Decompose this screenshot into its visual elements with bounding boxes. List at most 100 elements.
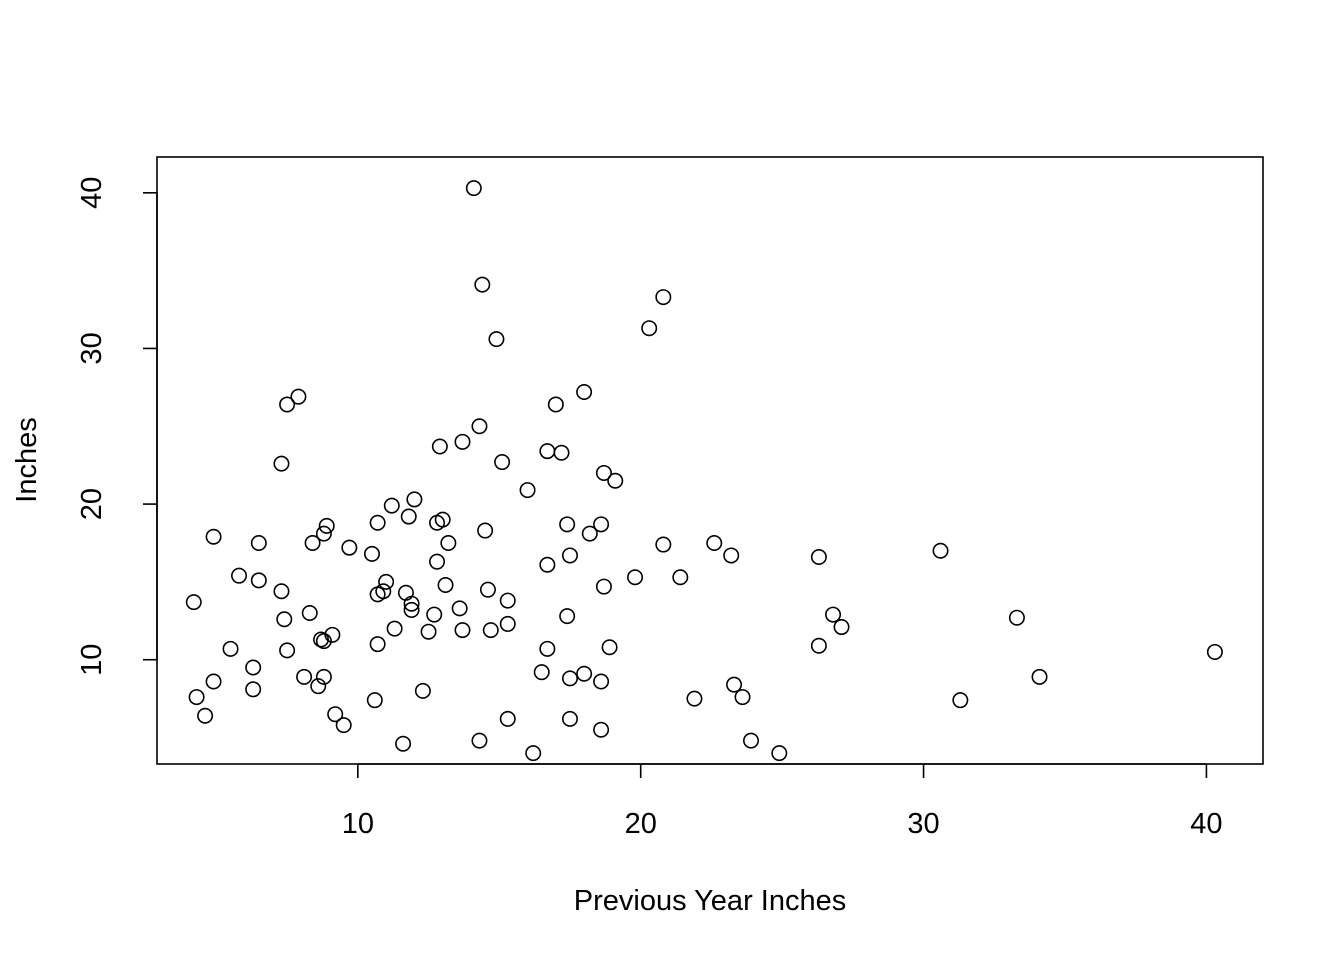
data-point <box>406 491 423 508</box>
data-point <box>655 289 672 306</box>
data-point <box>315 633 332 650</box>
y-axis: 10 20 30 40 <box>76 177 158 676</box>
data-point <box>655 536 672 553</box>
data-point <box>341 539 358 556</box>
data-point <box>723 547 740 564</box>
data-point <box>296 668 313 685</box>
data-point <box>245 659 262 676</box>
data-point <box>324 626 341 643</box>
data-point <box>539 443 556 460</box>
data-point <box>315 525 332 542</box>
data-point <box>197 707 214 724</box>
data-point <box>279 642 296 659</box>
y-tick-label: 10 <box>76 644 108 676</box>
data-point <box>318 517 335 534</box>
data-point <box>525 745 542 762</box>
data-point <box>706 534 723 551</box>
data-point <box>185 594 202 611</box>
data-point <box>363 545 380 562</box>
data-point <box>726 676 743 693</box>
data-point <box>1031 668 1048 685</box>
data-point <box>482 622 499 639</box>
data-point <box>205 528 222 545</box>
data-point <box>771 745 788 762</box>
data-point <box>327 706 344 723</box>
data-point <box>290 388 307 405</box>
data-point <box>397 584 414 601</box>
data-point <box>547 396 564 413</box>
data-point <box>474 276 491 293</box>
data-point <box>539 640 556 657</box>
data-point <box>395 735 412 752</box>
y-axis-title: Inches <box>11 417 43 502</box>
data-point <box>686 690 703 707</box>
data-point <box>420 623 437 640</box>
x-axis-title: Previous Year Inches <box>574 885 846 917</box>
data-point <box>369 586 386 603</box>
x-tick-label: 10 <box>342 808 374 840</box>
data-point <box>335 717 352 734</box>
data-point <box>366 692 383 709</box>
data-point <box>1206 643 1223 660</box>
data-point <box>561 547 578 564</box>
data-point <box>279 396 296 413</box>
data-point <box>539 556 556 573</box>
data-point <box>383 497 400 514</box>
data-point <box>378 573 395 590</box>
data-point <box>429 514 446 531</box>
data-point <box>479 581 496 598</box>
data-point <box>581 525 598 542</box>
data-point <box>627 569 644 586</box>
data-point <box>1008 609 1025 626</box>
x-axis: 10 20 30 40 <box>342 763 1223 840</box>
data-point <box>825 606 842 623</box>
data-point <box>431 438 448 455</box>
data-point <box>369 514 386 531</box>
data-point <box>607 472 624 489</box>
data-point <box>593 516 610 533</box>
data-point <box>437 577 454 594</box>
data-points <box>185 180 1223 762</box>
data-point <box>400 508 417 525</box>
data-point <box>454 622 471 639</box>
data-point <box>499 592 516 609</box>
data-point <box>205 673 222 690</box>
data-point <box>559 608 576 625</box>
data-point <box>429 553 446 570</box>
data-point <box>414 682 431 699</box>
data-point <box>273 583 290 600</box>
data-point <box>301 605 318 622</box>
data-point <box>231 567 248 584</box>
data-point <box>369 636 386 653</box>
data-point <box>576 665 593 682</box>
plot-frame <box>156 156 1264 765</box>
data-point <box>315 668 332 685</box>
y-tick-label: 30 <box>76 332 108 364</box>
data-point <box>810 637 827 654</box>
data-point <box>273 455 290 472</box>
data-point <box>499 710 516 727</box>
data-point <box>250 534 267 551</box>
data-point <box>593 721 610 738</box>
data-point <box>561 670 578 687</box>
data-point <box>932 542 949 559</box>
data-point <box>276 611 293 628</box>
data-point <box>593 673 610 690</box>
data-point <box>595 464 612 481</box>
data-point <box>188 689 205 706</box>
data-point <box>833 619 850 636</box>
data-point <box>403 595 420 612</box>
data-point <box>553 444 570 461</box>
y-tick-label: 40 <box>76 177 108 209</box>
data-point <box>245 681 262 698</box>
data-point <box>222 640 239 657</box>
data-point <box>952 692 969 709</box>
data-point <box>576 384 593 401</box>
data-point <box>743 732 760 749</box>
data-point <box>310 678 327 695</box>
data-point <box>471 732 488 749</box>
data-point <box>601 639 618 656</box>
data-point <box>559 516 576 533</box>
data-point <box>494 454 511 471</box>
